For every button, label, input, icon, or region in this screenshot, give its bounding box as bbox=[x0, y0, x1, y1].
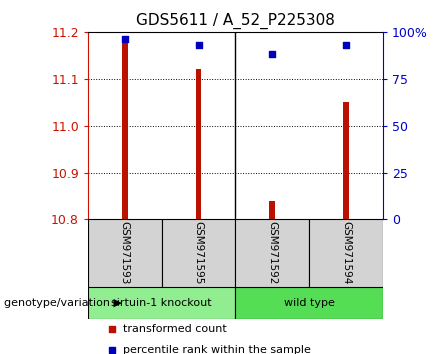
Text: percentile rank within the sample: percentile rank within the sample bbox=[123, 346, 311, 354]
Title: GDS5611 / A_52_P225308: GDS5611 / A_52_P225308 bbox=[136, 13, 335, 29]
Text: GSM971594: GSM971594 bbox=[341, 221, 351, 285]
Bar bbox=[235, 219, 309, 287]
Point bbox=[195, 42, 202, 48]
Bar bbox=[343, 102, 349, 219]
Point bbox=[108, 348, 115, 353]
Text: genotype/variation ▶: genotype/variation ▶ bbox=[4, 298, 122, 308]
Point bbox=[269, 52, 276, 57]
Text: sirtuin-1 knockout: sirtuin-1 knockout bbox=[111, 298, 212, 308]
Bar bbox=[269, 201, 275, 219]
Bar bbox=[88, 219, 162, 287]
Text: wild type: wild type bbox=[284, 298, 334, 308]
Point bbox=[121, 36, 128, 42]
Text: GSM971593: GSM971593 bbox=[120, 221, 130, 285]
Bar bbox=[122, 36, 128, 219]
Bar bbox=[235, 287, 383, 319]
Point bbox=[108, 326, 115, 332]
Bar bbox=[309, 219, 383, 287]
Bar bbox=[196, 69, 202, 219]
Bar bbox=[162, 219, 235, 287]
Text: GSM971595: GSM971595 bbox=[194, 221, 204, 285]
Point bbox=[342, 42, 349, 48]
Text: transformed count: transformed count bbox=[123, 324, 227, 334]
Text: GSM971592: GSM971592 bbox=[267, 221, 277, 285]
Bar bbox=[88, 287, 235, 319]
